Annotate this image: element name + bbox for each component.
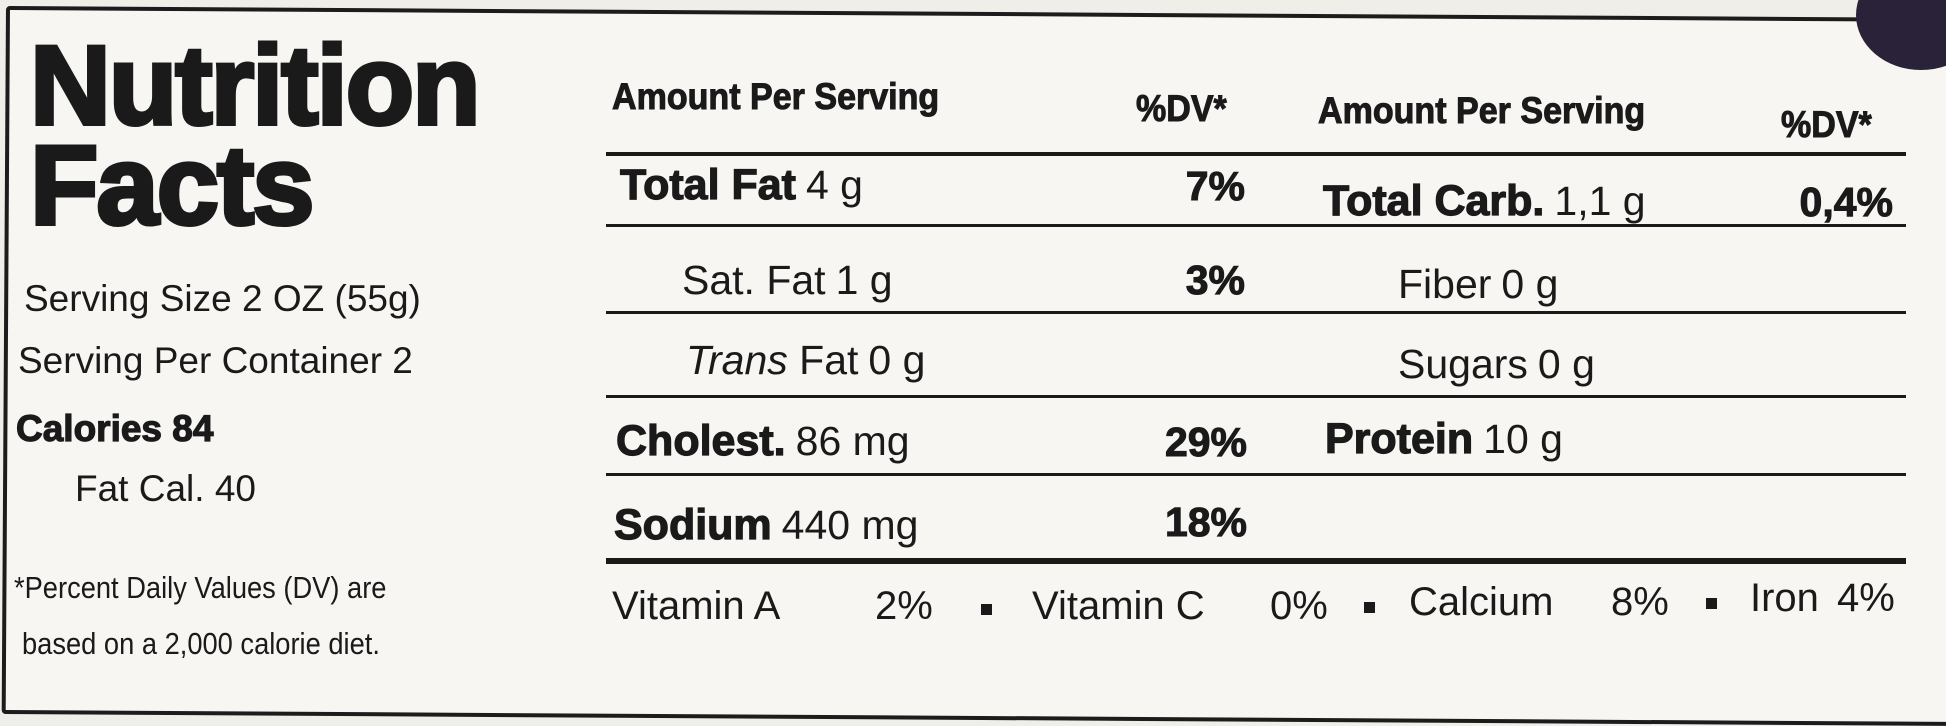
- nutrient-dv: 18%: [1164, 499, 1247, 545]
- nutrient-row: Sodium 440 mg: [613, 501, 919, 549]
- nutrient-row: Protein 10 g: [1324, 415, 1563, 463]
- title: Facts: [28, 123, 317, 248]
- rule: [606, 311, 1906, 314]
- vitamin-dv: 0%: [1270, 584, 1328, 628]
- nutrient-amount: 0 g: [1537, 341, 1595, 387]
- fat-calories: Fat Cal. 40: [75, 468, 256, 509]
- column-header: Amount Per Serving: [1318, 90, 1646, 131]
- nutrient-row: Sat. Fat 1 g: [682, 260, 893, 301]
- nutrient-dv: 3%: [1185, 257, 1245, 303]
- nutrient-dv: 0,4%: [1799, 179, 1893, 225]
- vitamin-name: Vitamin A: [612, 584, 781, 628]
- rule: [606, 395, 1906, 398]
- nutrient-amount: 86 mg: [795, 418, 910, 464]
- nutrient-amount: 1,1 g: [1554, 178, 1646, 224]
- nutrient-amount: 4 g: [805, 162, 863, 208]
- nutrient-row: Total Carb. 1,1 g: [1322, 177, 1646, 225]
- title: Nutrition: [28, 23, 483, 148]
- rule: [606, 224, 1906, 227]
- nutrient-row: Cholest. 86 mg: [615, 417, 910, 465]
- vitamin-name: Calcium: [1409, 580, 1554, 624]
- nutrient-dv: 7%: [1185, 163, 1245, 209]
- dv-header: %DV*: [1781, 104, 1873, 145]
- nutrient-name: Protein: [1324, 415, 1474, 463]
- vitamin-name: Vitamin C: [1032, 584, 1205, 628]
- nutrient-amount: 0 g: [868, 337, 926, 383]
- nutrient-row: Fiber 0 g: [1398, 264, 1558, 305]
- calories: Calories 84: [15, 408, 214, 449]
- nutrient-name: Trans Fat: [686, 340, 858, 381]
- vitamin-dv: 8%: [1611, 580, 1669, 624]
- nutrient-amount: 1 g: [835, 257, 893, 303]
- nutrient-name: Total Carb.: [1322, 177, 1545, 225]
- vitamin-dv: 2%: [875, 584, 933, 628]
- serving-size: Serving Size 2 OZ (55g): [24, 278, 421, 319]
- dv-header: %DV*: [1136, 88, 1228, 129]
- vitamin-dv: 4%: [1837, 576, 1895, 620]
- separator: [1706, 598, 1717, 609]
- nutrient-row: Total Fat 4 g: [619, 161, 863, 209]
- nutrient-name: Sugars: [1398, 341, 1528, 387]
- nutrient-name: Total Fat: [619, 161, 796, 209]
- nutrient-amount: 440 mg: [781, 502, 919, 548]
- servings-per-container: Serving Per Container 2: [18, 340, 413, 381]
- nutrient-name: Sat. Fat: [682, 257, 826, 303]
- footnote: *Percent Daily Values (DV) are: [14, 570, 387, 605]
- nutrient-name-italic: Trans: [686, 337, 788, 383]
- nutrient-name: Fiber: [1398, 261, 1492, 307]
- column-header: Amount Per Serving: [612, 76, 940, 117]
- vitamin-name: Iron: [1750, 576, 1819, 620]
- separator: [1364, 602, 1375, 613]
- rule: [606, 152, 1906, 156]
- nutrient-row: Trans Fat 0 g: [686, 340, 925, 381]
- nutrient-amount: 0 g: [1501, 261, 1559, 307]
- nutrient-name: Sodium: [613, 501, 772, 549]
- rule: [606, 473, 1906, 476]
- rule: [606, 558, 1906, 564]
- nutrient-name: Cholest.: [615, 417, 786, 465]
- footnote: based on a 2,000 calorie diet.: [22, 626, 380, 661]
- nutrient-dv: 29%: [1164, 419, 1247, 465]
- nutrient-amount: 10 g: [1483, 416, 1563, 462]
- separator: [981, 604, 992, 615]
- nutrient-row: Sugars 0 g: [1398, 344, 1595, 385]
- nutrient-name: Fat: [799, 337, 859, 383]
